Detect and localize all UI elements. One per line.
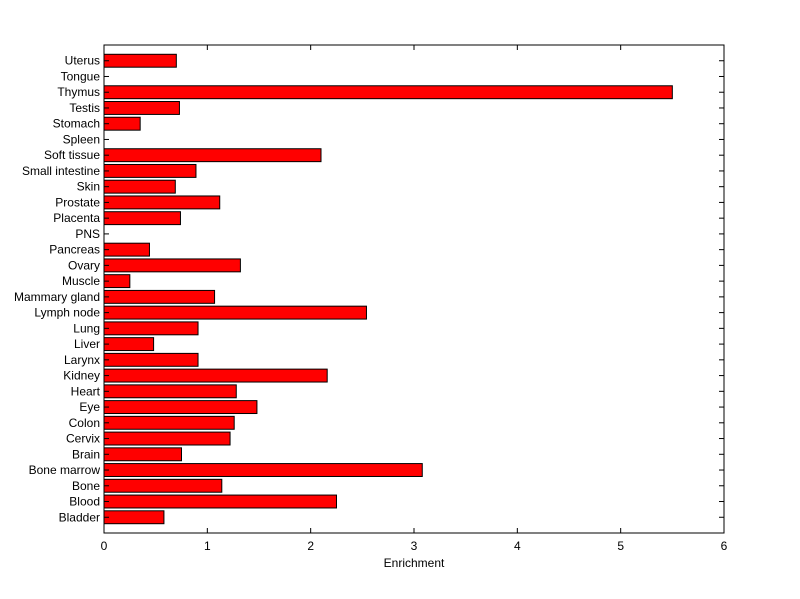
bar-larynx <box>103 352 199 367</box>
bar-mammary-gland <box>103 289 216 304</box>
x-tick-label: 1 <box>204 539 211 553</box>
bar-bone <box>103 478 223 493</box>
category-label: Mammary gland <box>14 290 100 304</box>
category-label: Heart <box>71 384 101 398</box>
bar-liver <box>103 337 155 352</box>
bar-ovary <box>103 258 241 273</box>
category-label: Pancreas <box>49 243 100 257</box>
category-label: Testis <box>69 101 100 115</box>
category-label: Bone <box>72 479 100 493</box>
bar-lung <box>103 321 199 336</box>
bar-prostate <box>103 195 221 210</box>
bar-testis <box>103 101 180 115</box>
category-label: Eye <box>79 400 100 414</box>
ticks <box>103 45 725 533</box>
category-label: Kidney <box>63 369 100 383</box>
category-label: Placenta <box>53 211 100 225</box>
bar-skin <box>103 179 176 194</box>
category-label: Bone marrow <box>29 463 101 477</box>
x-tick-label: 5 <box>617 539 624 553</box>
x-tick-label: 4 <box>514 539 521 553</box>
bar-bone-marrow <box>103 463 423 477</box>
category-label: Spleen <box>63 132 100 146</box>
bar-cervix <box>103 431 231 446</box>
category-label: Prostate <box>55 195 100 209</box>
category-label: Ovary <box>68 258 100 272</box>
category-label: Tongue <box>61 69 101 83</box>
bar-colon <box>103 415 235 430</box>
bar-soft-tissue <box>103 148 322 163</box>
category-label: Larynx <box>64 353 100 367</box>
bar-bladder <box>103 510 165 525</box>
bar-uterus <box>103 53 177 68</box>
category-label: Brain <box>72 447 100 461</box>
x-axis-label: Enrichment <box>384 556 445 570</box>
category-label: Uterus <box>65 54 100 68</box>
category-label: Skin <box>77 180 100 194</box>
x-tick-label: 3 <box>411 539 418 553</box>
axes-frame <box>103 44 725 534</box>
bar-blood <box>103 494 337 509</box>
category-label: Small intestine <box>22 164 100 178</box>
bar-brain <box>103 447 182 462</box>
bar-thymus <box>103 85 673 100</box>
category-label: Bladder <box>59 510 100 524</box>
x-tick-label: 0 <box>101 539 108 553</box>
x-tick-label: 6 <box>721 539 728 553</box>
category-label: Cervix <box>66 432 100 446</box>
bars <box>103 53 673 525</box>
category-label: Muscle <box>62 274 100 288</box>
x-tick-label: 2 <box>307 539 314 553</box>
bar-stomach <box>103 116 141 131</box>
bar-lymph-node <box>103 305 367 320</box>
category-label: Thymus <box>57 85 100 99</box>
bar-placenta <box>103 211 181 226</box>
bar-kidney <box>103 368 328 383</box>
category-label: Liver <box>74 337 100 351</box>
bar-small-intestine <box>103 163 197 178</box>
category-label: Colon <box>69 416 100 430</box>
category-label: PNS <box>75 227 100 241</box>
bar-pancreas <box>103 242 150 257</box>
category-label: Stomach <box>53 117 100 131</box>
category-label: Soft tissue <box>44 148 100 162</box>
category-label: Lymph node <box>34 306 100 320</box>
category-label: Blood <box>69 495 100 509</box>
category-label: Lung <box>73 321 100 335</box>
bar-eye <box>103 400 258 415</box>
bar-heart <box>103 384 237 399</box>
